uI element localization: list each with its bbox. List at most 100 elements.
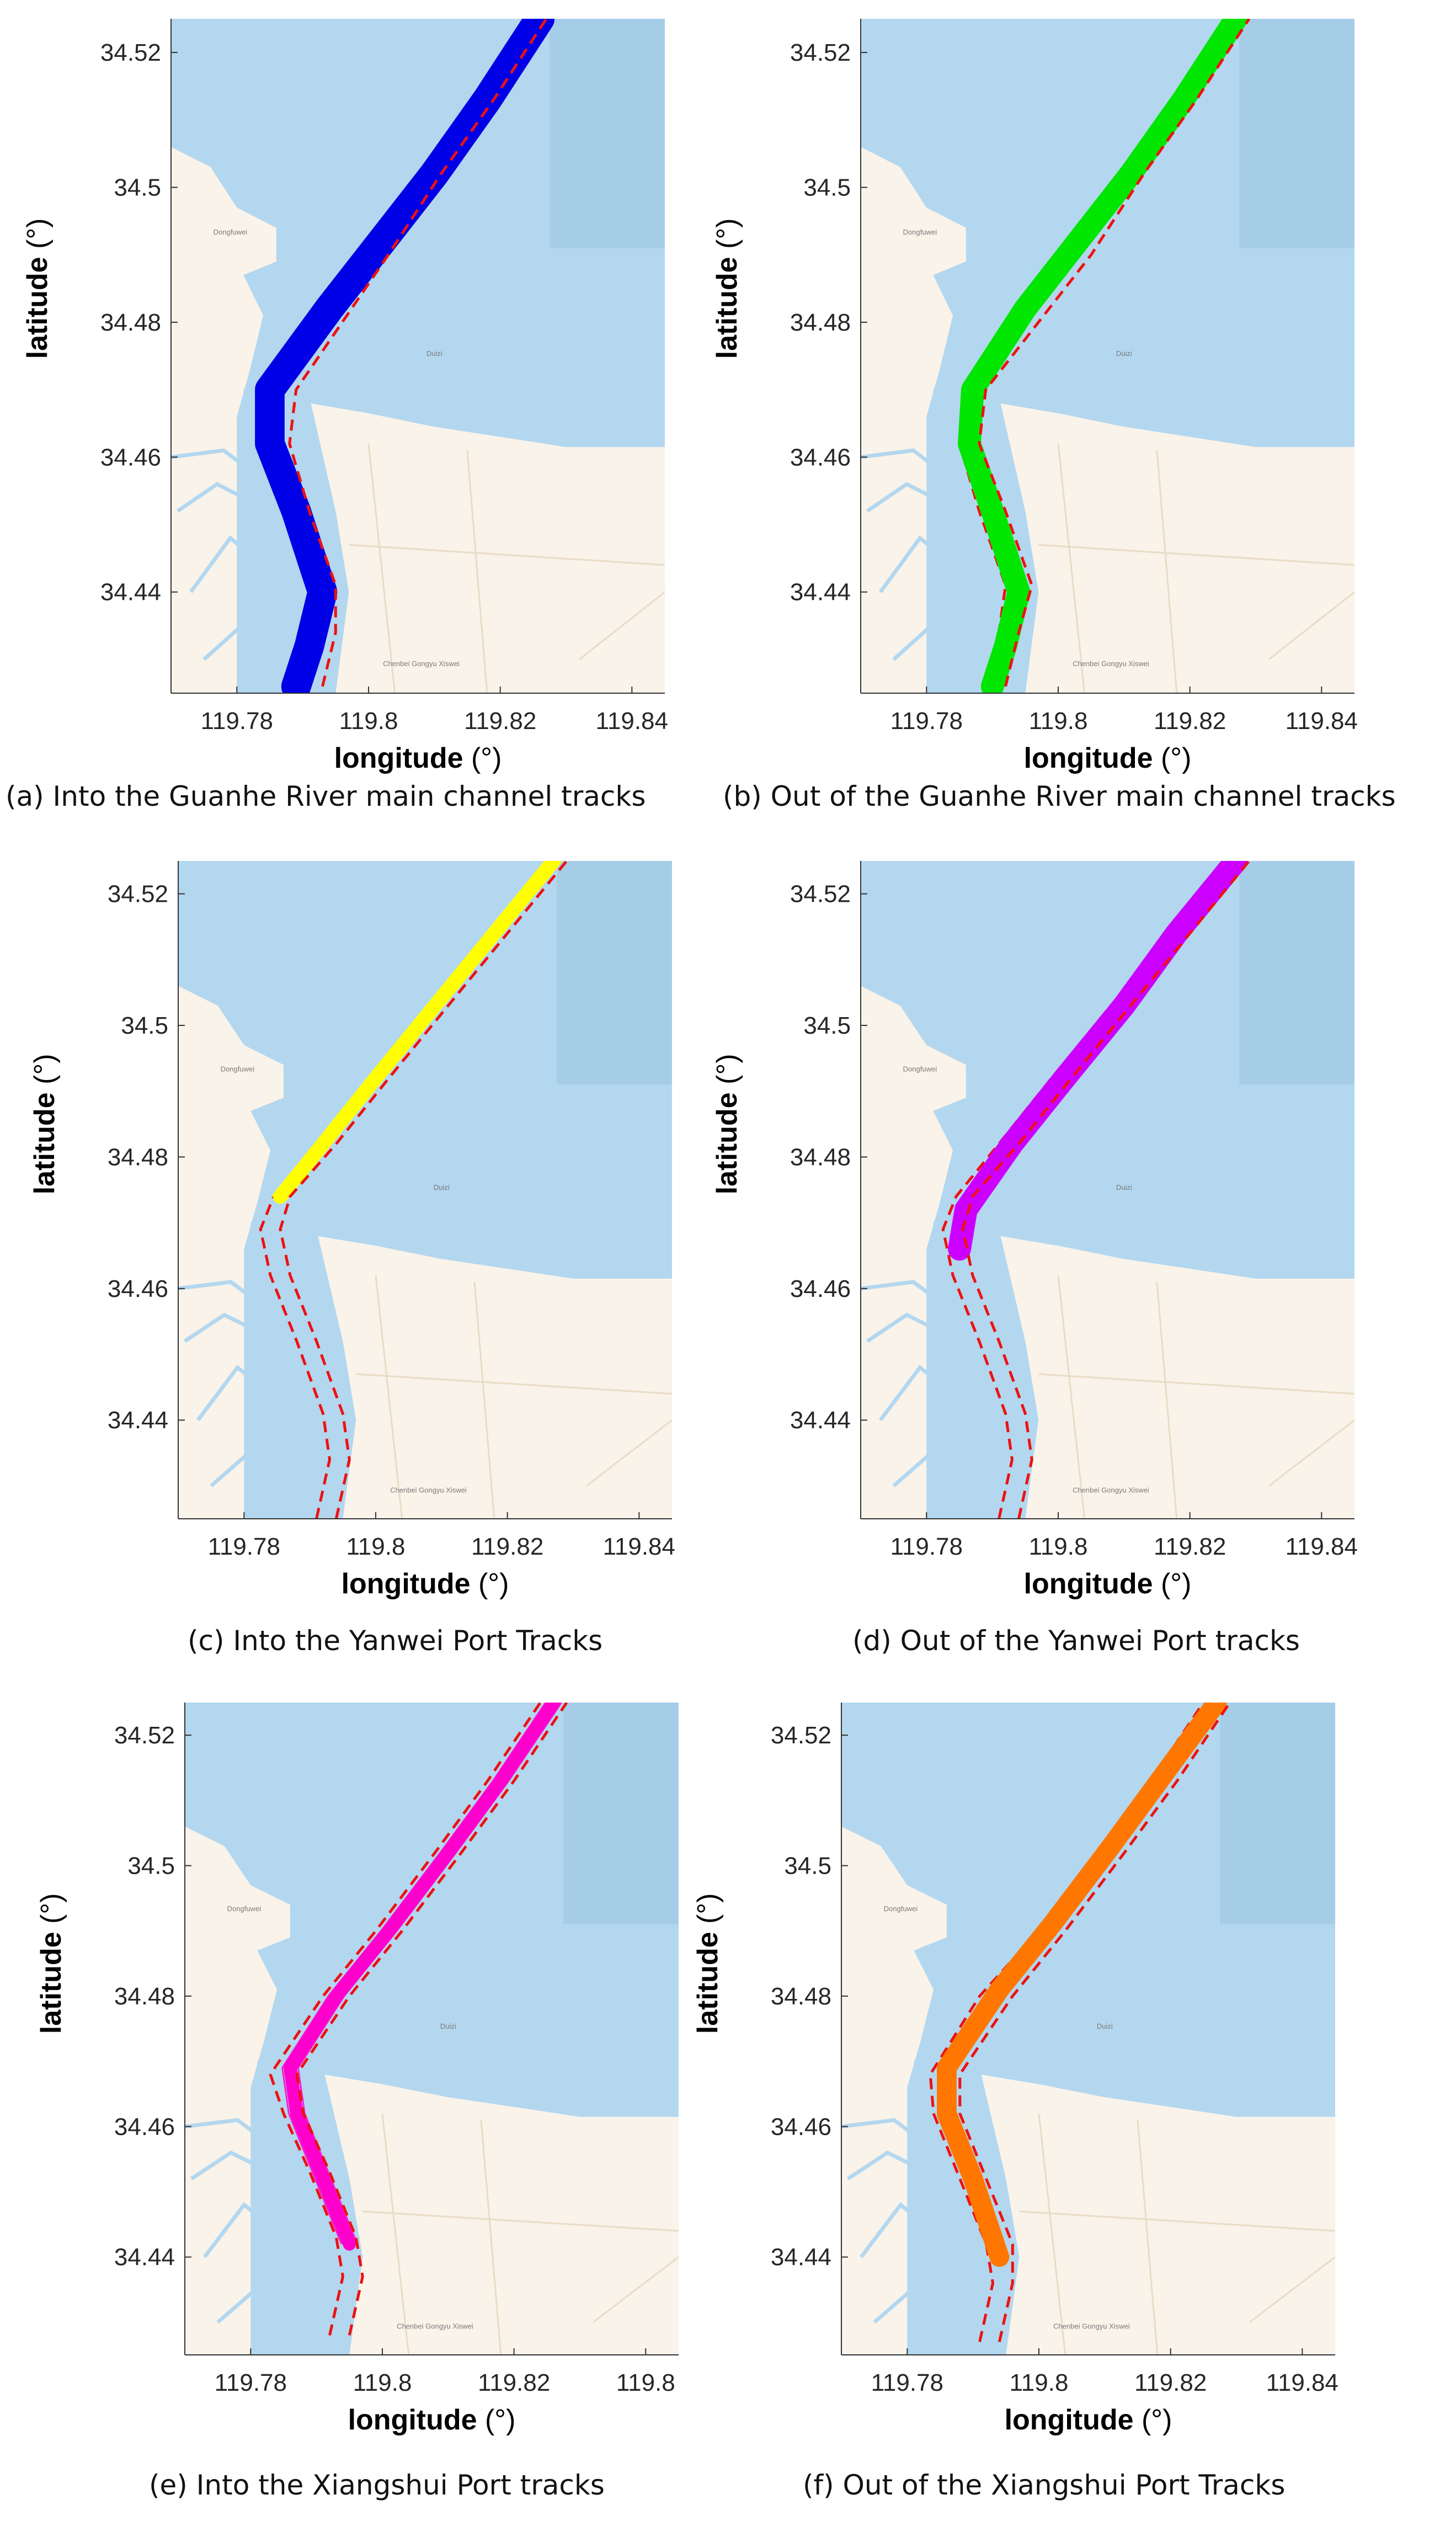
x-tick-label: 119.8 (1029, 708, 1088, 735)
x-tick-label: 119.8 (1010, 2369, 1069, 2396)
road-2 (362, 2210, 679, 2232)
vessel-track-bundle (958, 19, 1248, 693)
waterway-2 (202, 609, 285, 661)
road-0 (1057, 1275, 1086, 1519)
y-tick-label: 34.44 (100, 579, 161, 606)
x-tick-label: 119.78 (890, 1533, 963, 1560)
x-axis-label: longitude (°) (1024, 1568, 1192, 1600)
vessel-track-1 (276, 19, 548, 687)
y-axis-label: latitude (°) (692, 1893, 724, 2034)
map-c: Dongfuwei Duizi Chenbei Gongyu Xiswei (178, 861, 672, 1519)
vessel-track-bundle (273, 861, 561, 1204)
waterway-2 (892, 1437, 974, 1488)
road-3 (578, 591, 665, 661)
panel-caption: (d) Out of the Yanwei Port tracks (852, 1625, 1300, 1657)
vessel-track-bundle (283, 1703, 561, 2251)
waterway-3 (183, 1312, 252, 1343)
vessel-track-1 (287, 861, 562, 1197)
place-label: Dongfuwei (903, 228, 937, 236)
vessel-track-0 (961, 19, 1229, 687)
x-axis-label: longitude (°) (348, 2404, 516, 2436)
road-2 (356, 1373, 672, 1395)
x-tick-label: 119.78 (208, 1533, 280, 1560)
waterway-1 (196, 1364, 272, 1422)
y-tick-label: 34.44 (114, 2244, 175, 2271)
land-east (999, 403, 1354, 693)
waterway-3 (190, 2150, 258, 2180)
x-axis-label: longitude (°) (334, 742, 502, 774)
y-axis-label: latitude (°) (29, 1054, 61, 1194)
channel-boundary-left (259, 861, 548, 1519)
x-tick-label: 119.84 (603, 1533, 675, 1560)
waterway-2 (892, 609, 974, 661)
river (257, 2022, 363, 2355)
road-0 (367, 443, 396, 693)
x-tick-label: 119.82 (471, 1533, 543, 1560)
x-tick-label: 119.82 (1134, 2369, 1207, 2396)
place-label: Chenbei Gongyu Xiswei (1073, 659, 1149, 668)
land-west (171, 147, 276, 693)
x-tick-label: 119.78 (215, 2369, 287, 2396)
place-label: Dongfuwei (227, 1905, 262, 1913)
x-tick-label: 119.8 (353, 2369, 412, 2396)
channel-boundary-left (941, 861, 1231, 1519)
panel-caption: (e) Into the Xiangshui Port tracks (149, 2469, 605, 2501)
panel-caption: (f) Out of the Xiangshui Port Tracks (803, 2469, 1285, 2501)
place-label: Duizi (426, 349, 442, 358)
waterway-0 (841, 2118, 922, 2141)
y-tick-label: 34.52 (114, 1722, 175, 1749)
waterway-2 (216, 2274, 298, 2324)
panel-c: Dongfuwei Duizi Chenbei Gongyu Xiswei 119.7… (29, 861, 675, 1657)
land-west (841, 1826, 947, 2355)
land-west (861, 986, 966, 1519)
place-label: Duizi (1116, 1183, 1132, 1192)
road-1 (480, 2120, 502, 2355)
y-tick-label: 34.46 (790, 444, 851, 471)
vessel-track-0 (281, 1703, 547, 2245)
road-0 (381, 2113, 410, 2355)
vessel-track-1 (953, 1703, 1225, 2258)
vessel-track-bundle (948, 861, 1248, 1261)
deep-water-zone (1220, 1703, 1335, 1924)
waterway-3 (176, 482, 244, 513)
x-axis-label: longitude (°) (1024, 742, 1192, 774)
deep-water-zone (550, 19, 665, 248)
road-3 (592, 2256, 679, 2323)
place-label: Chenbei Gongyu Xiswei (383, 659, 460, 668)
y-tick-label: 34.52 (790, 881, 851, 908)
waterway-3 (846, 2150, 915, 2180)
road-0 (375, 1275, 403, 1519)
land-west (178, 986, 284, 1519)
place-label: Chenbei Gongyu Xiswei (1053, 2322, 1130, 2331)
land-west (185, 1826, 290, 2355)
x-tick-label: 119.78 (890, 708, 963, 735)
land-east (999, 1236, 1354, 1519)
map-d: Dongfuwei Duizi Chenbei Gongyu Xiswei (861, 861, 1354, 1519)
waterway-1 (860, 2202, 935, 2258)
place-label: Chenbei Gongyu Xiswei (390, 1486, 467, 1494)
panel-a: Dongfuwei Duizi Chenbei Gongyu Xiswei 119.7… (6, 19, 668, 812)
road-3 (1268, 591, 1354, 661)
y-tick-label: 34.48 (108, 1144, 168, 1171)
y-tick-label: 34.48 (114, 1983, 175, 2010)
waterway-3 (866, 1312, 934, 1343)
x-tick-label: 119.82 (1154, 708, 1226, 735)
channel-boundary-right (961, 861, 1251, 1519)
river (250, 1183, 356, 1519)
waterway-0 (861, 1280, 941, 1304)
river (933, 1183, 1039, 1519)
deep-water-zone (1239, 861, 1354, 1085)
y-tick-label: 34.44 (771, 2244, 831, 2271)
y-axis-label: latitude (°) (22, 218, 54, 359)
land-west (861, 147, 966, 693)
x-tick-label: 119.78 (201, 708, 273, 735)
vessel-track-0 (938, 1703, 1210, 2258)
waterway-2 (873, 2274, 955, 2324)
x-axis-label: longitude (°) (342, 1568, 509, 1600)
x-axis-label: longitude (°) (1005, 2404, 1172, 2436)
x-tick-label: 119.8 (346, 1533, 406, 1560)
deep-water-zone (557, 861, 672, 1085)
y-tick-label: 34.48 (790, 1144, 851, 1171)
y-tick-label: 34.44 (790, 579, 851, 606)
waterway-3 (866, 482, 934, 513)
